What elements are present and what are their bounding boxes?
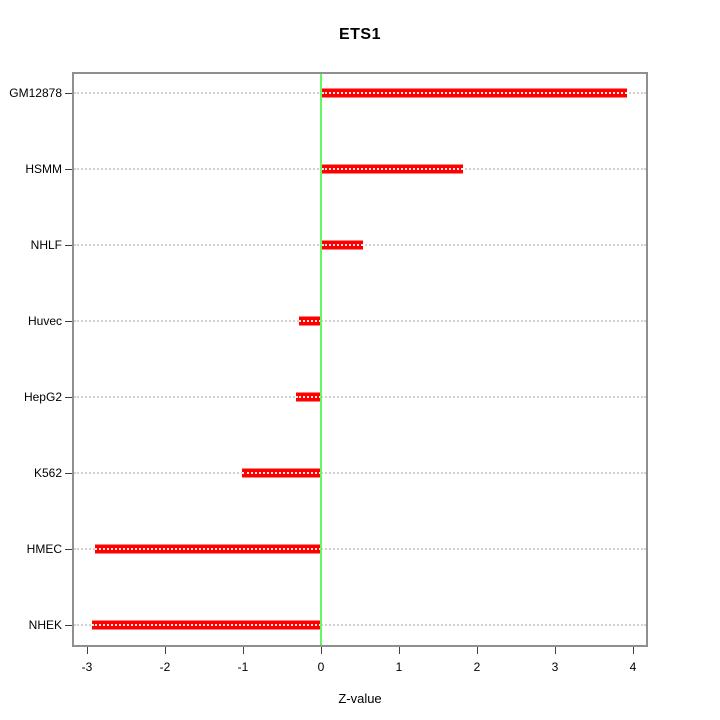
x-tick — [321, 647, 322, 654]
x-tick-label: 2 — [473, 660, 481, 674]
x-tick — [555, 647, 556, 654]
x-tick-label: 0 — [317, 660, 325, 674]
y-tick — [65, 549, 72, 550]
bar — [92, 620, 321, 630]
bar-inner-dotted-line — [296, 396, 321, 398]
x-tick-label: -3 — [81, 660, 93, 674]
bar-inner-dotted-line — [299, 320, 321, 322]
y-tick — [65, 397, 72, 398]
grid-line — [74, 320, 646, 322]
y-tick — [65, 245, 72, 246]
plot-area — [72, 72, 648, 647]
y-tick — [65, 321, 72, 322]
x-tick-label: 3 — [551, 660, 559, 674]
y-tick-label: K562 — [33, 466, 62, 480]
x-tick — [633, 647, 634, 654]
bar-inner-dotted-line — [92, 624, 321, 626]
grid-line — [74, 548, 646, 550]
bar-inner-dotted-line — [322, 92, 627, 94]
bar-inner-dotted-line — [95, 548, 321, 550]
bar — [322, 240, 363, 250]
y-tick — [65, 473, 72, 474]
x-tick-label: -1 — [237, 660, 249, 674]
bar-inner-dotted-line — [242, 472, 321, 474]
x-axis-label: Z-value — [338, 691, 382, 706]
grid-line — [74, 396, 646, 398]
bar — [95, 544, 321, 554]
bar — [322, 164, 463, 174]
grid-line — [74, 472, 646, 474]
grid-line — [74, 624, 646, 626]
x-tick — [477, 647, 478, 654]
y-tick — [65, 169, 72, 170]
bar — [296, 392, 321, 402]
x-tick-label: 1 — [395, 660, 403, 674]
x-tick — [165, 647, 166, 654]
x-tick — [243, 647, 244, 654]
y-tick-label: HSMM — [25, 162, 62, 176]
x-tick — [399, 647, 400, 654]
zero-reference-line — [320, 74, 322, 645]
bar-inner-dotted-line — [322, 244, 363, 246]
bar — [242, 468, 321, 478]
y-tick-label: HepG2 — [23, 390, 62, 404]
y-tick-label: NHEK — [28, 618, 62, 632]
x-tick — [87, 647, 88, 654]
x-tick-label: -2 — [159, 660, 171, 674]
bar-inner-dotted-line — [322, 168, 463, 170]
y-tick-label: NHLF — [30, 238, 62, 252]
bar — [299, 316, 321, 326]
y-tick-label: Huvec — [27, 314, 62, 328]
plot-title: ETS1 — [338, 26, 381, 43]
x-tick-label: 4 — [629, 660, 637, 674]
y-tick — [65, 93, 72, 94]
y-tick-label: HMEC — [26, 542, 62, 556]
bar — [322, 88, 627, 98]
y-tick-label: GM12878 — [9, 86, 62, 100]
y-tick — [65, 625, 72, 626]
